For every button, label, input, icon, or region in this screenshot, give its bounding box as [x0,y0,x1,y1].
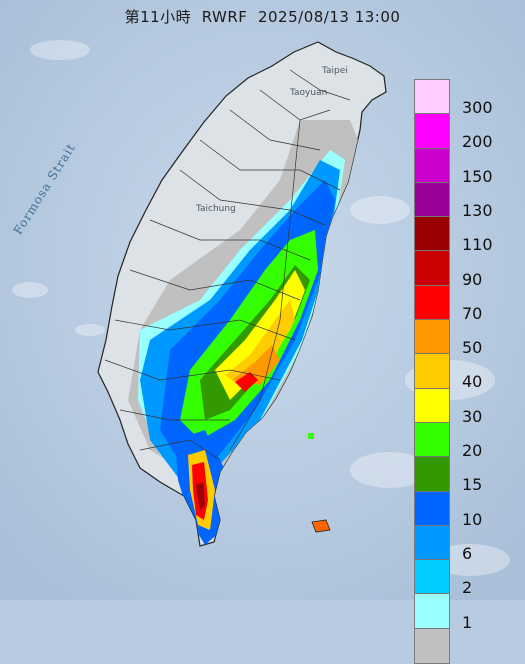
legend-label: 15 [462,475,483,495]
legend-swatch [415,320,449,355]
legend-label: 70 [462,303,483,323]
legend-swatch [415,628,449,664]
city-label-taipei: Taipei [322,66,348,76]
legend-label: 110 [462,235,493,255]
legend-swatch [415,422,449,458]
city-label-taichung: Taichung [196,204,236,214]
legend-label: 10 [462,509,483,529]
legend-label: 130 [462,200,493,220]
legend-swatch [415,80,449,115]
forecast-datetime: 2025/08/13 13:00 [257,8,401,26]
legend-swatch [415,182,449,218]
legend-swatch [415,457,449,492]
legend-swatch [415,217,449,252]
county-borders [104,69,351,461]
legend-label: 150 [462,166,493,186]
legend-swatch [415,388,449,423]
legend-label: 6 [462,543,473,563]
legend-label: 40 [462,372,483,392]
legend-label: 90 [462,269,483,289]
legend-label: 2 [462,578,473,598]
city-label-taoyuan: Taoyuan [290,88,328,98]
model-name: RWRF [201,8,248,26]
map-title: 第11小時 RWRF 2025/08/13 13:00 [0,6,525,27]
color-legend [414,79,450,664]
legend-label: 1 [462,612,473,632]
legend-swatch [415,525,449,561]
green-island [308,433,314,439]
legend-swatch [415,285,449,321]
legend-swatch [415,354,449,389]
legend-swatch [415,491,449,526]
legend-label: 50 [462,338,483,358]
legend-label: 300 [462,98,493,117]
legend-swatch [415,148,449,183]
legend-label: 20 [462,441,483,460]
legend-label: 30 [462,406,483,426]
hour-label: 第11小時 [124,8,192,26]
legend-swatch [415,251,449,286]
legend-label: 200 [462,132,493,152]
legend-swatch [415,560,449,595]
orchid-island [311,519,331,533]
legend-swatch [415,114,449,149]
